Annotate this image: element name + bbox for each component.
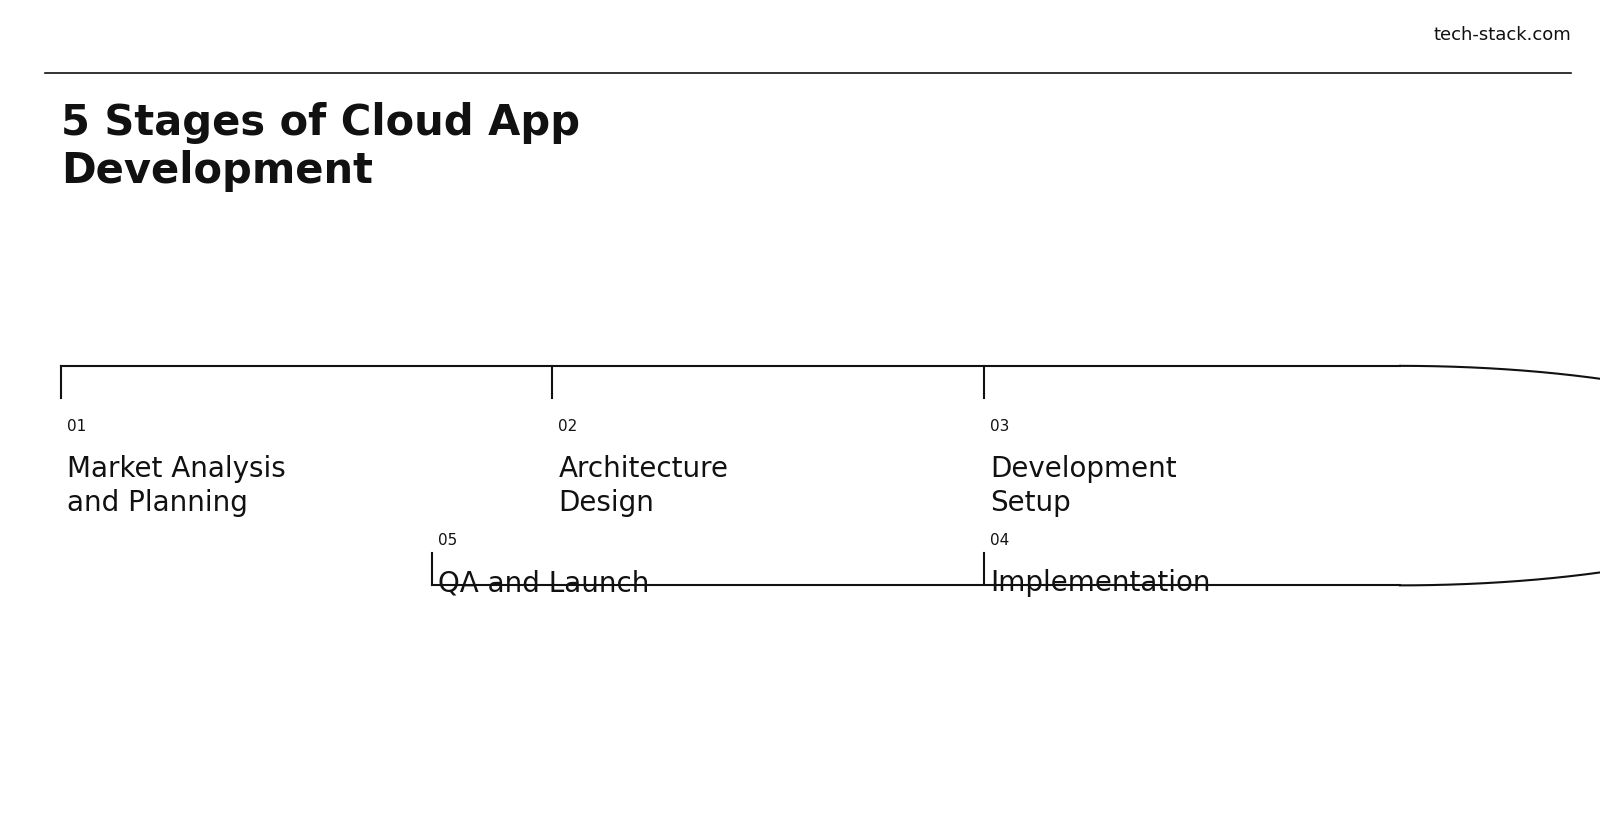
Text: QA and Launch: QA and Launch (438, 569, 650, 597)
Text: tech-stack.com: tech-stack.com (1434, 26, 1571, 44)
Text: Market Analysis
and Planning: Market Analysis and Planning (67, 455, 286, 517)
Text: 04: 04 (990, 533, 1010, 547)
Text: 01: 01 (67, 419, 86, 433)
Text: Development
Setup: Development Setup (990, 455, 1178, 517)
Text: Implementation: Implementation (990, 569, 1211, 597)
Text: 03: 03 (990, 419, 1010, 433)
Text: 02: 02 (558, 419, 578, 433)
Text: 05: 05 (438, 533, 458, 547)
Text: 5 Stages of Cloud App
Development: 5 Stages of Cloud App Development (61, 102, 579, 192)
Text: Architecture
Design: Architecture Design (558, 455, 728, 517)
